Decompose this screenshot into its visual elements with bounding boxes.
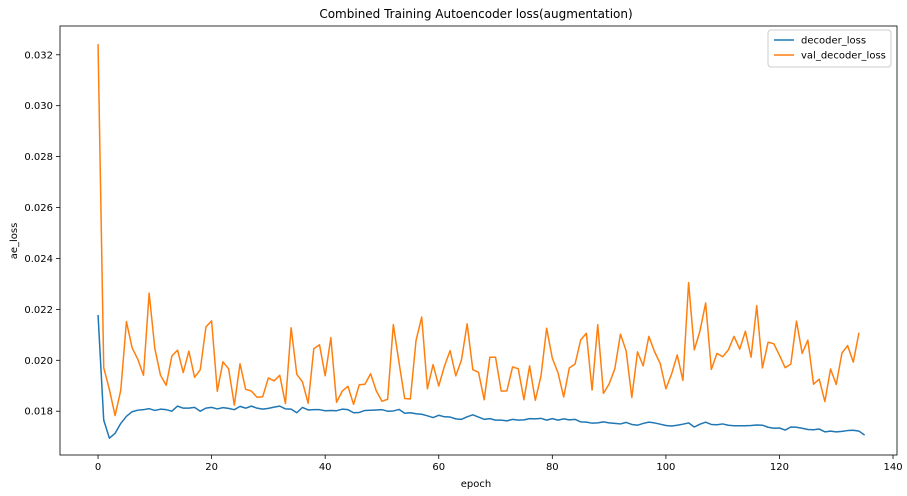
x-tick-label: 20: [205, 462, 218, 473]
y-tick-label: 0.030: [24, 101, 53, 112]
y-tick-label: 0.028: [24, 152, 53, 163]
x-tick-label: 60: [432, 462, 445, 473]
x-tick-label: 120: [770, 462, 789, 473]
series-line-val-decoder-loss: [97, 44, 860, 417]
legend-frame: [767, 29, 892, 68]
x-tick-label: 0: [95, 462, 101, 473]
x-tick-label: 80: [546, 462, 559, 473]
legend-label-decoder-loss: decoder_loss: [801, 36, 866, 47]
x-tick-label: 140: [883, 462, 902, 473]
x-axis-label: epoch: [461, 479, 491, 490]
y-tick-label: 0.026: [24, 203, 53, 214]
y-axis: 0.018 0.020 0.022 0.024 0.026 0.028 0.030 0.032: [24, 50, 60, 418]
legend: decoder_loss val_decoder_loss: [767, 29, 892, 68]
y-tick-label: 0.018: [24, 407, 53, 418]
series-line-decoder-loss: [97, 314, 866, 439]
chart-title: Combined Training Autoencoder loss(augme…: [319, 7, 632, 21]
y-tick-label: 0.024: [24, 254, 53, 265]
x-tick-label: 40: [319, 462, 332, 473]
plot-area: [97, 44, 866, 439]
x-axis: 0 20 40 60 80 100 120 140: [95, 455, 903, 473]
axes-frame: [59, 25, 898, 456]
y-tick-label: 0.032: [24, 50, 53, 61]
y-tick-label: 0.022: [24, 305, 53, 316]
x-tick-label: 100: [656, 462, 675, 473]
y-axis-label: ae_loss: [9, 223, 20, 260]
legend-label-val-decoder-loss: val_decoder_loss: [801, 51, 886, 62]
y-tick-label: 0.020: [24, 356, 53, 367]
